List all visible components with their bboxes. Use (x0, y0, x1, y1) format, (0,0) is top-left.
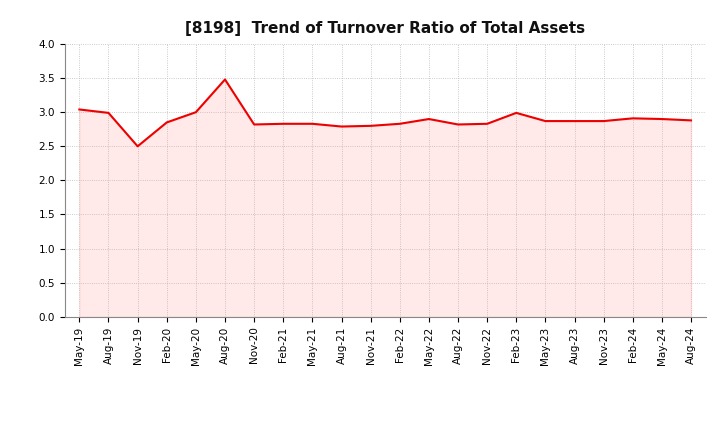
Title: [8198]  Trend of Turnover Ratio of Total Assets: [8198] Trend of Turnover Ratio of Total … (185, 21, 585, 36)
